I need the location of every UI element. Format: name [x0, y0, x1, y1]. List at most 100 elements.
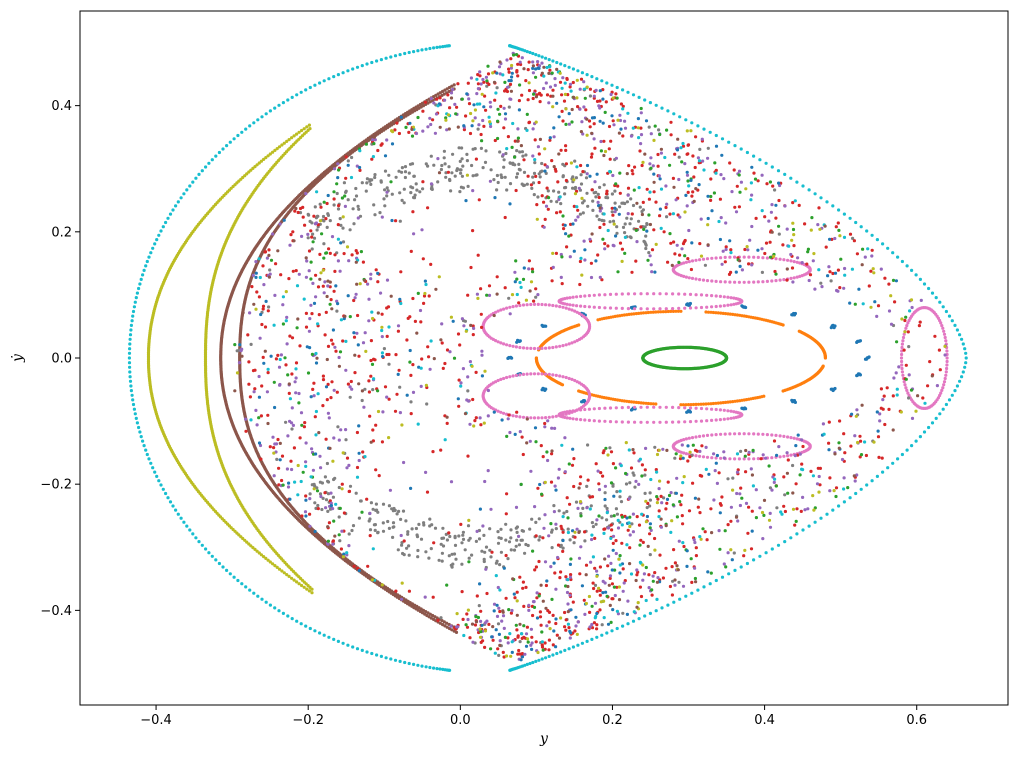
orbit-point	[319, 466, 323, 470]
orbit-point	[407, 589, 411, 593]
orbit-point	[834, 486, 839, 490]
orbit-point	[266, 558, 270, 562]
orbit-point	[300, 583, 304, 588]
orbit-point	[795, 507, 799, 511]
orbit-point	[875, 474, 880, 478]
orbit-point	[532, 346, 537, 351]
orbit-point	[250, 285, 254, 289]
orbit-point	[309, 229, 313, 233]
orbit-point	[493, 98, 497, 102]
orbit-point	[479, 287, 483, 291]
orbit-point	[295, 132, 299, 136]
orbit-point	[449, 480, 454, 484]
orbit-point	[585, 172, 589, 176]
orbit-point	[370, 651, 374, 656]
orbit-point	[304, 494, 308, 498]
orbit-point	[445, 421, 449, 425]
orbit-point	[565, 76, 569, 81]
orbit-point	[647, 125, 651, 129]
orbit-point	[461, 533, 465, 537]
orbit-point	[389, 657, 393, 661]
orbit-point	[245, 172, 249, 176]
orbit-point	[666, 603, 670, 607]
orbit-point	[133, 300, 137, 304]
orbit-point	[594, 195, 598, 199]
orbit-point	[651, 402, 655, 406]
orbit-point	[785, 278, 789, 282]
orbit-point	[268, 445, 272, 449]
orbit-point	[631, 93, 636, 97]
orbit-point	[361, 450, 365, 454]
orbit-point	[602, 183, 606, 187]
orbit-point	[575, 304, 579, 308]
orbit-point	[698, 242, 702, 246]
orbit-point	[139, 277, 143, 281]
orbit-point	[344, 189, 348, 193]
orbit-point	[486, 388, 490, 393]
orbit-point	[540, 55, 544, 59]
orbit-point	[581, 211, 585, 215]
orbit-point	[540, 302, 544, 307]
orbit-point	[745, 561, 750, 566]
orbit-point	[701, 278, 706, 282]
orbit-point	[645, 420, 649, 424]
orbit-point	[447, 165, 451, 169]
orbit-point	[783, 509, 788, 514]
orbit-point	[308, 219, 312, 223]
orbit-point	[372, 523, 376, 527]
orbit-point	[259, 457, 263, 461]
orbit-point	[426, 206, 430, 210]
orbit-point	[290, 406, 294, 410]
orbit-point	[705, 419, 709, 423]
orbit-point	[793, 454, 797, 458]
orbit-point	[710, 433, 714, 437]
orbit-point	[776, 169, 781, 173]
orbit-point	[770, 203, 774, 207]
orbit-point	[648, 532, 652, 536]
orbit-point	[840, 457, 845, 462]
orbit-point	[554, 414, 558, 418]
orbit-point	[876, 304, 881, 308]
orbit-point	[537, 54, 541, 58]
orbit-point	[253, 165, 257, 169]
orbit-point	[537, 517, 541, 521]
orbit-point	[686, 257, 690, 261]
orbit-point	[945, 366, 949, 371]
orbit-point	[236, 578, 240, 583]
orbit-point	[724, 312, 728, 316]
orbit-point	[654, 402, 658, 406]
orbit-point	[575, 527, 579, 531]
orbit-point	[336, 259, 340, 263]
orbit-point	[789, 176, 793, 180]
orbit-point	[417, 522, 421, 527]
orbit-point	[290, 372, 294, 376]
orbit-point	[752, 255, 756, 259]
orbit-point	[438, 45, 442, 49]
orbit-point	[550, 452, 554, 456]
orbit-point	[694, 306, 698, 310]
orbit-point	[752, 280, 756, 284]
orbit-point	[488, 100, 492, 104]
orbit-point	[551, 415, 555, 419]
orbit-point	[696, 156, 701, 160]
orbit-point	[587, 418, 592, 422]
orbit-point	[538, 610, 543, 614]
orbit-point	[128, 379, 133, 383]
orbit-point	[552, 510, 557, 514]
orbit-point	[778, 455, 782, 459]
orbit-point	[518, 373, 522, 377]
orbit-point	[728, 312, 732, 316]
orbit-point	[412, 50, 416, 54]
orbit-point	[955, 384, 960, 388]
orbit-point	[657, 487, 661, 491]
orbit-point	[544, 416, 548, 420]
orbit-point	[407, 544, 411, 548]
orbit-point	[352, 335, 357, 339]
orbit-point	[529, 469, 533, 473]
orbit-point	[688, 301, 693, 306]
orbit-point	[300, 128, 304, 133]
orbit-point	[551, 373, 555, 377]
orbit-point	[476, 87, 480, 91]
orbit-point	[274, 357, 278, 361]
orbit-point	[423, 100, 427, 104]
